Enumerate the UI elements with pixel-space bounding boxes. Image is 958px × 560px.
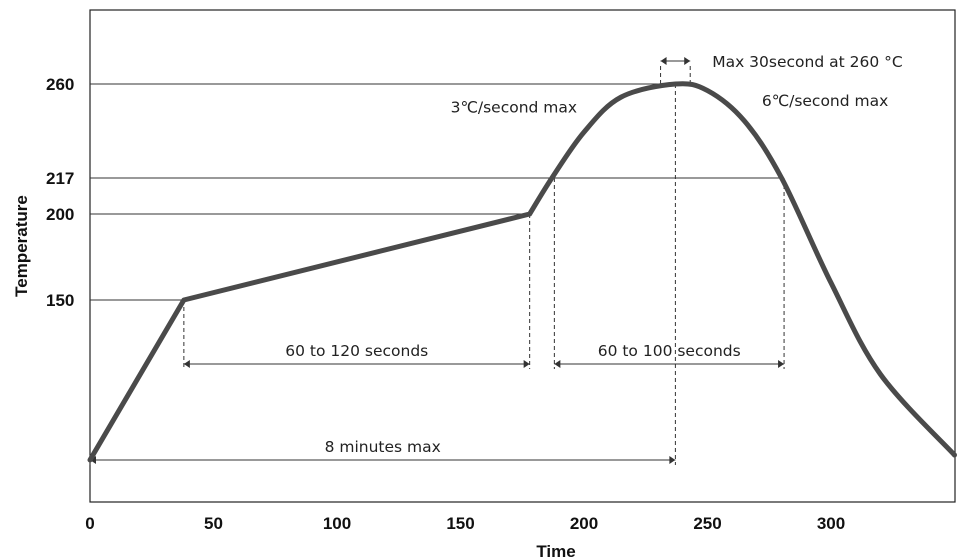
arrowhead [523, 360, 530, 368]
x-tick-label: 50 [204, 514, 223, 533]
y-axis-title: Temperature [12, 195, 31, 297]
span-label: Max 30second at 260 °C [712, 53, 903, 71]
x-tick-label: 100 [323, 514, 351, 533]
y-tick-label: 217 [46, 169, 74, 188]
x-tick-label: 150 [446, 514, 474, 533]
arrowhead [684, 57, 691, 65]
span-label: 60 to 120 seconds [285, 342, 428, 360]
arrowhead [778, 360, 785, 368]
slope-annotation: 3℃/second max [451, 98, 577, 116]
y-tick-label: 200 [46, 205, 74, 224]
y-tick-label: 260 [46, 75, 74, 94]
arrowhead [90, 456, 96, 464]
x-tick-label: 300 [817, 514, 845, 533]
temperature-profile-line [87, 81, 957, 463]
arrowhead [554, 360, 561, 368]
x-tick-label: 0 [85, 514, 94, 533]
slope-annotation: 6℃/second max [762, 92, 888, 110]
x-tick-label: 200 [570, 514, 598, 533]
span-label: 8 minutes max [325, 438, 441, 456]
span-label: 60 to 100 seconds [598, 342, 741, 360]
x-axis-title: Time [536, 542, 575, 560]
plot-frame [89, 9, 956, 503]
y-tick-label: 150 [46, 291, 74, 310]
arrowhead [183, 360, 190, 368]
arrowhead [669, 456, 676, 464]
arrowhead [660, 57, 667, 65]
x-tick-label: 250 [693, 514, 721, 533]
